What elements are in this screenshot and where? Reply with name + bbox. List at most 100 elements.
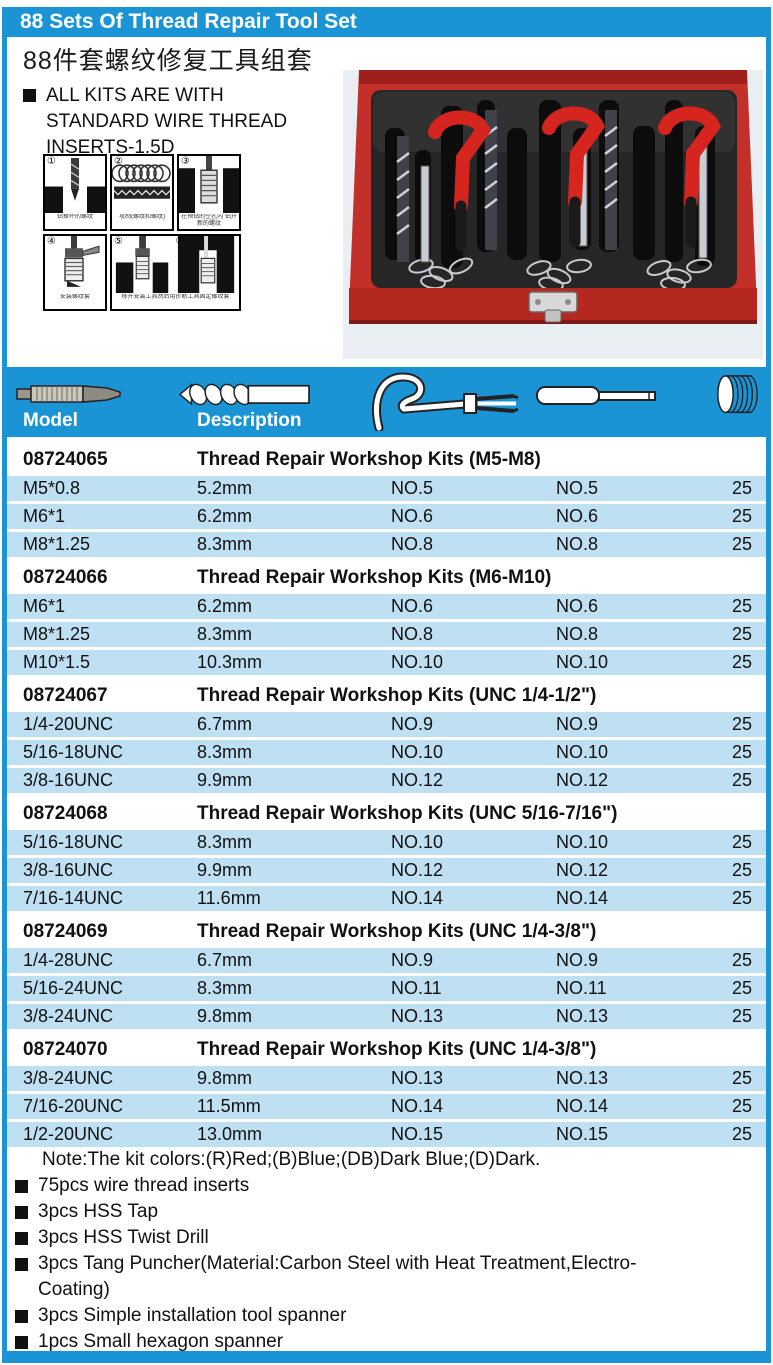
cell-model: M6*1 (23, 596, 66, 616)
cell-insert-no: NO.6 (556, 596, 599, 616)
cell-insert-no: NO.6 (556, 506, 599, 526)
product-photo (343, 70, 763, 359)
table-section: 08724068 Thread Repair Workshop Kits (UN… (7, 794, 766, 911)
cell-drill-size: 13.0mm (197, 1124, 263, 1144)
cell-tap-no: NO.12 (391, 770, 444, 790)
step-panel-2: ② 攻制(螺纹和螺纹) (110, 154, 174, 231)
table-row: 5/16-18UNC 8.3mm NO.10 NO.10 25 (7, 740, 766, 765)
cell-insert-no: NO.5 (556, 478, 599, 498)
cell-qty: 25 (731, 832, 752, 852)
cell-model: 1/4-28UNC (23, 950, 114, 970)
table-section: 08724065 Thread Repair Workshop Kits (M5… (7, 440, 766, 557)
table-row: 3/8-24UNC 9.8mm NO.13 NO.13 25 (7, 1004, 766, 1029)
list-item-text: 3pcs Simple installation tool spanner (38, 1305, 347, 1326)
cell-tap-no: NO.9 (391, 714, 434, 734)
step-caption: 钻掉坏的螺纹 (56, 214, 93, 220)
cell-qty: 25 (731, 978, 752, 998)
list-item-text: 75pcs wire thread inserts (38, 1175, 250, 1196)
cell-tap-no: NO.10 (391, 832, 444, 852)
cell-qty: 25 (731, 770, 752, 790)
table-row: M6*1 6.2mm NO.6 NO.6 25 (7, 504, 766, 529)
notes-section: Note:The kit colors:(R)Red;(B)Blue;(DB)D… (15, 1147, 758, 1355)
subtitle-chinese: 88件套螺纹修复工具组套 (23, 47, 313, 75)
section-title: Thread Repair Workshop Kits (UNC 1/4-1/2… (197, 684, 597, 706)
cell-tap-no: NO.9 (391, 950, 434, 970)
page-title: 88 Sets Of Thread Repair Tool Set (2, 7, 771, 37)
content-frame: 88件套螺纹修复工具组套 ALL KITS ARE WITH STANDARD … (2, 37, 771, 1363)
cell-drill-size: 6.7mm (197, 950, 253, 970)
cell-qty: 25 (731, 624, 752, 644)
kit-colors-note: Note:The kit colors:(R)Red;(B)Blue;(DB)D… (42, 1149, 541, 1170)
table-row: 3/8-16UNC 9.9mm NO.12 NO.12 25 (7, 858, 766, 883)
cell-tap-no: NO.5 (391, 478, 434, 498)
column-header-model: Model (23, 410, 78, 431)
step-caption: 在预钻的空孔内 钻开新的螺纹 (181, 214, 237, 227)
table-row: 7/16-20UNC 11.5mm NO.14 NO.14 25 (7, 1094, 766, 1119)
step-panel-3: ③ 在预钻的空孔内 钻开新的螺纹 (177, 154, 241, 231)
thread-insert-icon (713, 373, 761, 415)
section-title: Thread Repair Workshop Kits (M6-M10) (197, 566, 552, 588)
installation-tool-icon (369, 371, 519, 433)
cell-insert-no: NO.12 (556, 770, 609, 790)
table-row: M8*1.25 8.3mm NO.8 NO.8 25 (7, 532, 766, 557)
tool-case-image (343, 70, 763, 359)
cell-drill-size: 8.3mm (197, 832, 253, 852)
cell-qty: 25 (731, 950, 752, 970)
cell-model: M8*1.25 (23, 534, 91, 554)
cell-model: 1/2-20UNC (23, 1124, 114, 1144)
list-item: 3pcs HSS Tap (15, 1199, 758, 1225)
section-title: Thread Repair Workshop Kits (UNC 5/16-7/… (197, 802, 618, 824)
list-item-text: 1pcs Small hexagon spanner (38, 1331, 284, 1352)
cell-model: M10*1.5 (23, 652, 91, 672)
cell-qty: 25 (731, 478, 752, 498)
feature-bullet: ALL KITS ARE WITH STANDARD WIRE THREAD I… (23, 83, 328, 161)
cell-qty: 25 (731, 652, 752, 672)
section-header: 08724069 Thread Repair Workshop Kits (UN… (7, 918, 766, 945)
section-code: 08724066 (23, 566, 108, 588)
table-row: M10*1.5 10.3mm NO.10 NO.10 25 (7, 650, 766, 675)
cell-model: 7/16-14UNC (23, 888, 124, 908)
cell-drill-size: 10.3mm (197, 652, 263, 672)
cell-insert-no: NO.10 (556, 742, 609, 762)
cell-tap-no: NO.13 (391, 1068, 444, 1088)
table-section: 08724069 Thread Repair Workshop Kits (UN… (7, 912, 766, 1029)
column-header-description: Description (197, 410, 302, 431)
section-code: 08724069 (23, 920, 108, 942)
square-bullet-icon (15, 1232, 28, 1245)
cell-drill-size: 8.3mm (197, 978, 253, 998)
cell-tap-no: NO.13 (391, 1006, 444, 1026)
table-row: 5/16-18UNC 8.3mm NO.10 NO.10 25 (7, 830, 766, 855)
section-title: Thread Repair Workshop Kits (UNC 1/4-3/8… (197, 1038, 597, 1060)
section-title: Thread Repair Workshop Kits (M5-M8) (197, 448, 541, 470)
cell-tap-no: NO.6 (391, 596, 434, 616)
cell-qty: 25 (731, 534, 752, 554)
cell-tap-no: NO.14 (391, 888, 444, 908)
square-bullet-icon (15, 1336, 28, 1349)
cell-qty: 25 (731, 1068, 752, 1088)
cell-insert-no: NO.15 (556, 1124, 609, 1144)
table-header-band: Model Description (7, 367, 766, 437)
table-row: M5*0.8 5.2mm NO.5 NO.5 25 (7, 476, 766, 501)
cell-model: 5/16-18UNC (23, 832, 124, 852)
square-bullet-icon (23, 89, 36, 102)
list-item-text: 3pcs Tang Puncher(Material:Carbon Steel … (38, 1253, 637, 1300)
step-caption: 移开安装工具然后用折断工具固定螺纹套 (121, 294, 230, 300)
spanner-icon (535, 385, 660, 407)
tapping-icon (111, 156, 172, 213)
step-panel-5-6: ⑤ ⑥ (110, 234, 241, 311)
cell-insert-no: NO.10 (556, 832, 609, 852)
cell-drill-size: 11.5mm (197, 1096, 261, 1116)
section-code: 08724065 (23, 448, 108, 470)
cell-qty: 25 (731, 888, 752, 908)
cell-tap-no: NO.11 (391, 978, 442, 998)
list-item-text: 3pcs HSS Tap (38, 1201, 159, 1222)
step-number: ⑤ (114, 236, 123, 247)
section-header: 08724067 Thread Repair Workshop Kits (UN… (7, 682, 766, 709)
cell-tap-no: NO.15 (391, 1124, 444, 1144)
cell-model: 5/16-24UNC (23, 978, 124, 998)
cell-drill-size: 9.9mm (197, 770, 253, 790)
section-code: 08724070 (23, 1038, 108, 1060)
cell-tap-no: NO.6 (391, 506, 434, 526)
cell-qty: 25 (731, 860, 752, 880)
cell-tap-no: NO.12 (391, 860, 444, 880)
